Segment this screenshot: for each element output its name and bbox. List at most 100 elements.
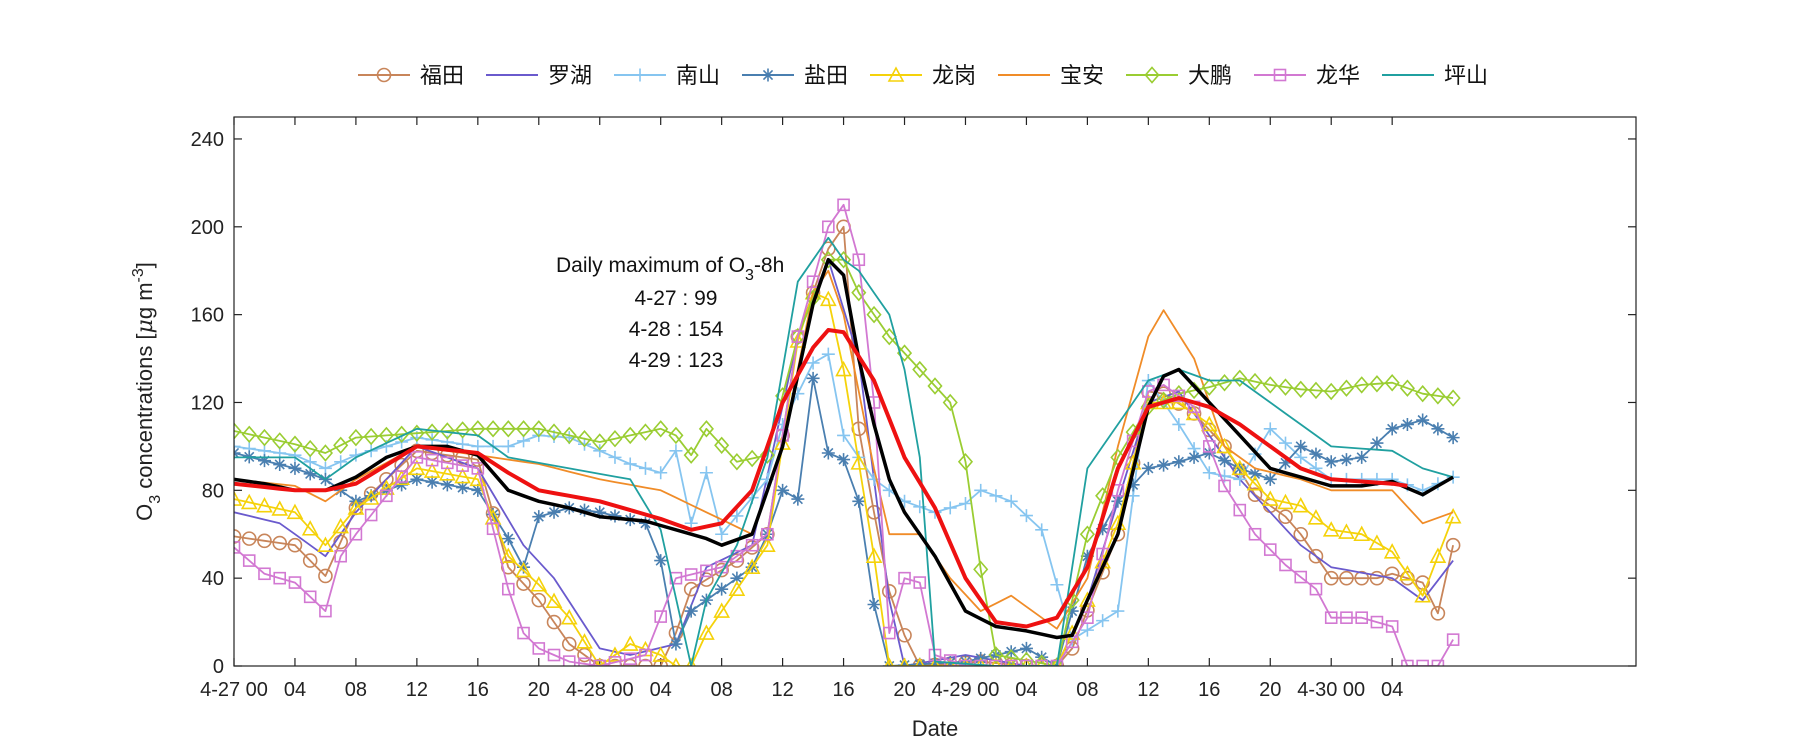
data-point [699,466,713,480]
data-point [759,446,775,464]
data-point [471,483,485,497]
data-point [1323,570,1339,586]
data-point [302,439,318,458]
data-point [1324,611,1338,624]
data-point [608,656,622,666]
data-point [456,437,470,451]
data-point [1307,509,1325,525]
data-point [517,626,530,640]
data-point [714,562,729,578]
data-point [592,433,608,451]
data-point [364,508,378,522]
data-point [1430,605,1446,621]
data-point [288,576,302,589]
data-point [242,554,256,567]
data-point [1172,455,1186,469]
data-point [957,453,974,471]
data-point [303,467,317,481]
data-point [561,426,577,445]
data-point [517,560,531,574]
data-point [730,571,744,585]
data-point [408,459,426,476]
data-point [1431,659,1445,666]
data-point [607,429,623,448]
data-point [440,478,454,492]
data-point [410,472,424,486]
data-point [1247,487,1263,503]
data-point [1004,659,1018,666]
data-point [882,626,896,640]
data-point [637,423,654,441]
data-point [744,449,760,468]
data-point [456,459,469,472]
x-tick-label: 16 [1198,679,1220,701]
legend: 福田 罗湖 南山 盐田 龙岗 宝安 大鹏 龙华 坪山 [358,64,1488,89]
data-point [394,425,410,444]
data-point [455,421,471,439]
data-point [851,283,867,302]
data-point [1354,570,1369,586]
data-point [241,425,257,444]
data-point [546,614,562,630]
data-point [638,516,652,530]
data-point [395,470,408,483]
data-point [865,547,883,564]
data-point [1401,659,1414,666]
data-point [958,655,972,666]
data-point [822,220,835,234]
legend-item: 坪山 [1382,64,1488,89]
data-point [439,422,455,440]
y-axis-label: O3 concentrations [μg m-3] [130,262,164,521]
series-6 [234,269,1454,630]
data-point [1444,507,1462,524]
data-point [234,490,243,506]
data-point [1355,450,1369,464]
data-point [791,330,805,343]
y-tick-label: 80 [202,480,224,502]
data-point [532,510,546,524]
data-point [927,377,943,395]
data-point [1263,472,1277,486]
series-group [234,198,1462,666]
data-point [1370,436,1384,450]
data-point [1293,380,1309,399]
data-point [1278,509,1293,524]
data-point [318,568,333,584]
data-point [715,582,729,596]
y-tick-label: 240 [191,129,224,151]
data-point [1018,651,1034,666]
data-point [668,426,684,445]
data-point [1383,543,1401,559]
data-point [1004,645,1018,659]
data-point [1035,650,1049,664]
data-point [334,549,347,563]
data-point [1065,604,1079,618]
series-line [234,236,1454,666]
data-point [1203,440,1216,453]
data-point [1004,494,1018,508]
data-point [791,492,805,506]
data-point [669,571,683,585]
data-point [684,568,698,581]
data-point [1293,526,1309,542]
data-point [867,598,881,612]
legend-item: 宝安 [998,64,1104,89]
data-point [303,590,317,604]
data-point [273,571,287,585]
data-point [425,475,439,489]
data-point [471,462,485,475]
data-point [1294,570,1308,584]
data-point [1172,417,1186,431]
data-point [1292,497,1310,513]
data-point [698,420,714,438]
data-point [257,454,271,468]
data-point [1323,382,1339,401]
data-point [1384,566,1400,582]
data-point [759,536,776,553]
x-tick-label: 04 [650,679,672,701]
data-point [1218,479,1231,493]
data-point [1035,659,1048,666]
data-point [256,428,273,447]
data-point [669,637,683,651]
data-point [486,522,500,536]
